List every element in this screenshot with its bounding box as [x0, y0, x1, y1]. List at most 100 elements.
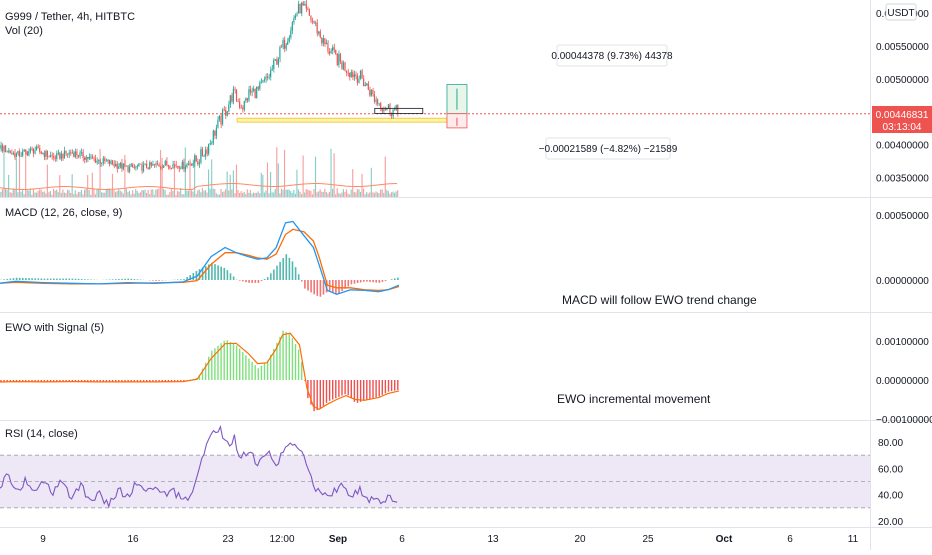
macd-histogram-bar	[72, 279, 74, 280]
ewo-pane[interactable]	[0, 331, 399, 412]
volume-bar	[110, 190, 111, 197]
volume-bar	[278, 163, 279, 197]
volume-bar	[312, 194, 313, 197]
ewo-histogram-bar	[382, 380, 383, 395]
volume-bar	[365, 194, 366, 197]
macd-histogram-bar	[227, 270, 229, 280]
macd-histogram-bar	[152, 280, 154, 281]
candle-body	[231, 95, 232, 101]
candle-body	[205, 150, 206, 157]
macd-histogram-bar	[115, 279, 117, 280]
volume-bar	[372, 192, 373, 197]
candle-body	[312, 20, 313, 21]
volume-bar	[61, 193, 62, 197]
candle-body	[259, 82, 260, 88]
volume-bar	[258, 191, 259, 197]
macd-histogram-bar	[338, 280, 340, 293]
macd-histogram-bar	[220, 267, 222, 280]
volume-bar	[281, 189, 282, 197]
candle-body	[51, 155, 52, 156]
currency-badge[interactable]: USDT	[887, 8, 914, 19]
candle-body	[117, 164, 118, 169]
volume-bar	[162, 158, 163, 197]
volume-bar	[53, 189, 54, 197]
ewo-histogram-bar	[230, 342, 231, 380]
time-tick-label: Sep	[329, 534, 347, 545]
volume-bar	[7, 190, 8, 197]
candle-body	[132, 164, 133, 167]
volume-bar	[188, 191, 189, 197]
macd-histogram-bar	[224, 268, 226, 280]
volume-bar	[148, 190, 149, 197]
volume-bar	[242, 193, 243, 197]
candle-body	[258, 87, 259, 89]
macd-histogram-bar	[13, 278, 15, 280]
candle-body	[287, 41, 288, 44]
macd-histogram-bar	[317, 280, 319, 296]
volume-bar	[118, 188, 119, 197]
volume-bar	[28, 191, 29, 197]
volume-bar	[349, 194, 350, 197]
candle-body	[163, 165, 164, 168]
candle-body	[55, 157, 56, 158]
rsi-pane[interactable]	[0, 427, 870, 508]
volume-bar	[141, 190, 142, 197]
time-tick-label: 20	[574, 534, 586, 545]
candle-body	[303, 3, 304, 6]
macd-pane[interactable]	[0, 222, 399, 297]
candle-body	[262, 81, 263, 82]
ewo-histogram-bar	[366, 380, 367, 400]
volume-bar	[14, 190, 15, 197]
candle-body	[5, 146, 6, 153]
candle-body	[76, 152, 77, 156]
macd-histogram-bar	[276, 266, 278, 280]
candle-body	[146, 164, 147, 169]
volume-bar	[78, 192, 79, 197]
candle-body	[126, 166, 127, 167]
candle-body	[48, 157, 49, 158]
candle-body	[70, 152, 71, 153]
ewo-histogram-bar	[348, 380, 349, 395]
candle-body	[89, 157, 90, 159]
candle-body	[225, 110, 226, 116]
candle-body	[346, 71, 347, 73]
volume-bar	[341, 192, 342, 197]
candle-body	[129, 167, 130, 172]
macd-histogram-bar	[230, 273, 232, 280]
candle-body	[379, 103, 380, 104]
volume-bar	[20, 192, 21, 197]
volume-bar	[115, 192, 116, 197]
volume-bar	[113, 190, 114, 197]
macd-histogram-bar	[248, 280, 250, 283]
volume-bar	[64, 193, 65, 197]
macd-histogram-bar	[53, 279, 55, 280]
volume-bar	[183, 194, 184, 197]
macd-title: MACD (12, 26, close, 9)	[5, 207, 122, 219]
candle-body	[90, 157, 91, 158]
candle-body	[377, 99, 378, 103]
candle-body	[180, 168, 181, 169]
volume-bar	[248, 193, 249, 197]
volume-bar	[286, 190, 287, 197]
macd-histogram-bar	[313, 280, 315, 294]
ewo-histogram-bar	[227, 340, 228, 380]
candle-body	[371, 90, 372, 96]
candle-body	[335, 50, 336, 54]
volume-bar	[236, 165, 237, 197]
candle-body	[307, 9, 308, 10]
ewo-histogram-bar	[255, 365, 256, 380]
volume-bar	[309, 190, 310, 197]
macd-histogram-bar	[47, 279, 49, 280]
candle-body	[141, 164, 142, 171]
candle-body	[56, 153, 57, 159]
macd-histogram-bar	[78, 279, 80, 280]
volume-bar	[386, 190, 387, 197]
candle-body	[299, 4, 300, 14]
price-pane[interactable]	[0, 0, 870, 197]
volume-bar	[317, 192, 318, 197]
macd-histogram-bar	[261, 280, 263, 281]
candle-body	[255, 89, 256, 98]
macd-histogram-bar	[351, 280, 353, 284]
